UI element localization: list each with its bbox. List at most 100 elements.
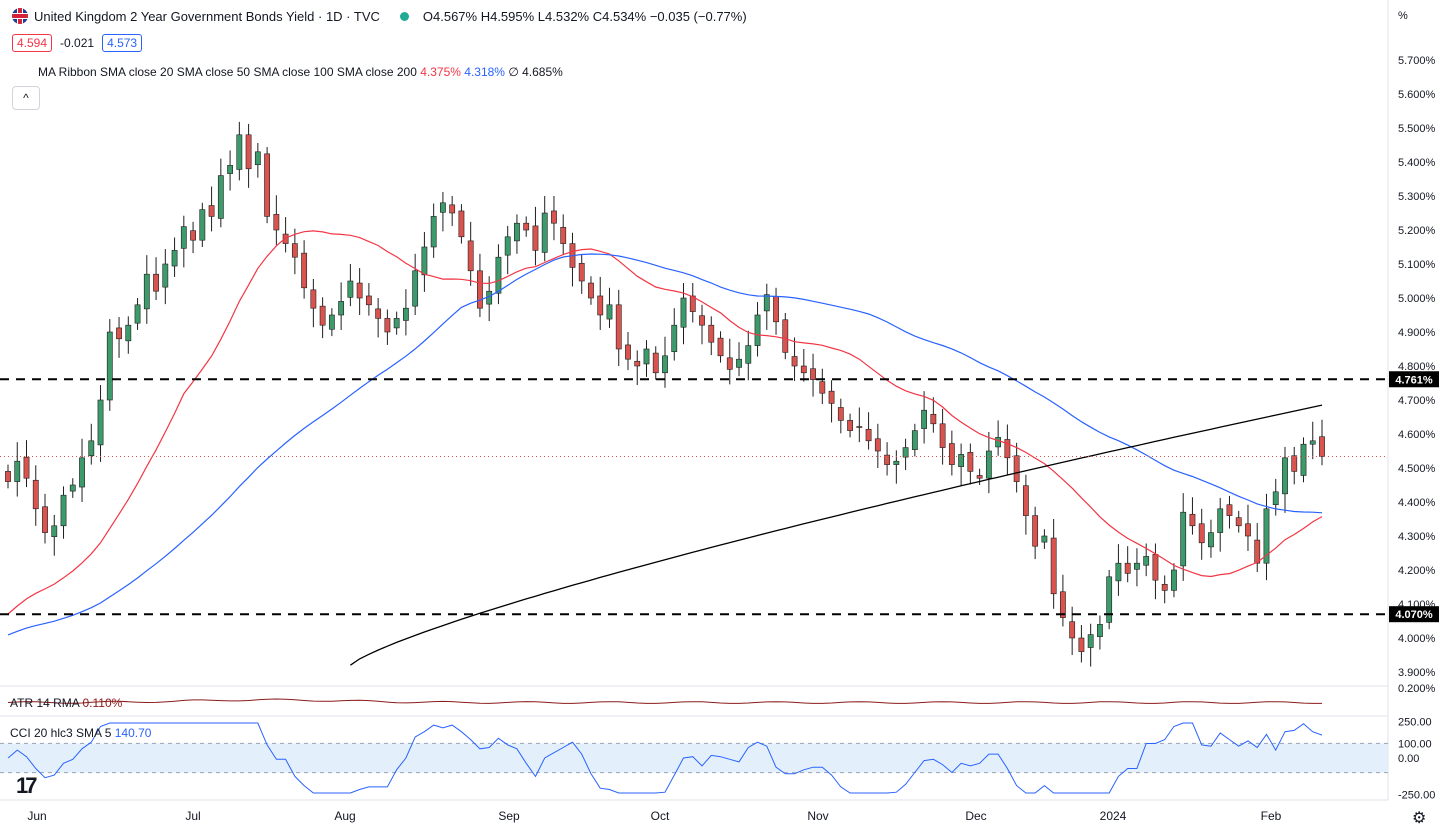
atr-value: 0.110% — [82, 696, 123, 710]
candle — [1087, 634, 1094, 648]
candle — [134, 304, 141, 324]
candle — [1319, 436, 1325, 457]
candle — [1282, 457, 1288, 495]
candle — [375, 308, 382, 319]
candle — [5, 471, 11, 482]
candle — [1032, 515, 1039, 547]
y-tick-label: 4.800% — [1398, 361, 1436, 373]
candle — [689, 295, 696, 312]
cci-legend[interactable]: CCI 20 hlc3 SMA 5 140.70 — [10, 726, 151, 740]
candle — [143, 273, 150, 310]
atr-line — [7, 698, 1322, 704]
gear-icon[interactable]: ⚙ — [1412, 810, 1427, 827]
candle — [199, 209, 206, 241]
candle — [1060, 591, 1066, 618]
candle — [449, 204, 456, 214]
candle — [458, 210, 465, 238]
bid-box[interactable]: 4.594 — [12, 34, 53, 52]
candle — [874, 438, 881, 452]
cci-tick: 250.00 — [1398, 717, 1432, 729]
axis-unit-label: % — [1398, 10, 1408, 22]
y-tick-label: 5.600% — [1398, 89, 1436, 101]
candle — [911, 430, 918, 450]
candle — [208, 205, 215, 217]
candle — [1143, 556, 1150, 566]
cci-tick: -250.00 — [1398, 790, 1435, 802]
candle — [1171, 569, 1177, 591]
candle — [1263, 508, 1270, 564]
candle — [763, 294, 770, 312]
candle — [1180, 511, 1187, 567]
candle — [282, 233, 289, 244]
ma-ribbon-legend[interactable]: MA Ribbon SMA close 20 SMA close 50 SMA … — [38, 65, 563, 79]
candle — [1069, 621, 1076, 639]
candle — [477, 270, 483, 309]
candle — [921, 409, 927, 429]
atr-label: ATR 14 RMA — [10, 696, 80, 710]
candle — [745, 345, 752, 364]
spread-value: -0.021 — [60, 36, 95, 50]
atr-tick: 0.200% — [1398, 683, 1436, 695]
candle — [1272, 491, 1279, 506]
candle — [837, 407, 844, 421]
candle — [606, 304, 613, 320]
candle — [1300, 443, 1307, 476]
candle — [1134, 562, 1140, 570]
candle — [153, 273, 159, 292]
candle — [301, 252, 308, 289]
candle — [1309, 440, 1316, 445]
candle — [902, 447, 909, 458]
candle — [328, 314, 335, 330]
candle — [310, 289, 317, 309]
y-tick-label: 5.500% — [1398, 123, 1436, 135]
candle — [32, 479, 39, 510]
atr-legend[interactable]: ATR 14 RMA 0.110% — [10, 696, 122, 710]
level-tag — [1389, 606, 1439, 623]
candle — [430, 216, 437, 248]
candle — [116, 327, 122, 340]
candle — [227, 165, 233, 174]
y-tick-label: 5.000% — [1398, 293, 1436, 305]
x-tick-label: Dec — [965, 809, 986, 823]
candle — [254, 151, 261, 166]
candle — [1041, 535, 1048, 543]
candle — [1226, 504, 1233, 516]
y-tick-label: 4.200% — [1398, 565, 1436, 577]
candle — [338, 301, 345, 316]
candle — [162, 263, 169, 288]
candle — [541, 212, 548, 253]
candle — [393, 318, 400, 329]
candle — [773, 296, 779, 323]
candle — [1254, 539, 1261, 564]
candle — [88, 440, 95, 457]
candle — [14, 460, 21, 482]
candle — [810, 368, 816, 380]
instrument-title[interactable]: United Kingdom 2 Year Government Bonds Y… — [34, 8, 380, 24]
candle — [800, 365, 807, 374]
x-tick-label: 2024 — [1100, 809, 1127, 823]
candle — [893, 460, 900, 465]
ask-box[interactable]: 4.573 — [102, 34, 143, 52]
cci-label: CCI 20 hlc3 SMA 5 — [10, 726, 112, 740]
chart-legend: United Kingdom 2 Year Government Bonds Y… — [12, 8, 747, 24]
ma-ribbon-value-3: ∅ — [508, 65, 519, 79]
candle — [217, 175, 224, 219]
collapse-legend-button[interactable]: ^ — [12, 86, 40, 110]
y-tick-label: 5.300% — [1398, 191, 1436, 203]
candle — [467, 240, 474, 272]
candle — [680, 297, 687, 328]
y-tick-label: 4.300% — [1398, 531, 1436, 543]
ma-ribbon-label: MA Ribbon SMA close 20 SMA close 50 SMA … — [38, 65, 417, 79]
candle — [514, 222, 520, 242]
y-tick-label: 4.700% — [1398, 395, 1436, 407]
y-tick-label: 4.400% — [1398, 497, 1436, 509]
candle — [1208, 532, 1214, 548]
tradingview-logo-icon[interactable]: 17 — [16, 773, 38, 798]
candle — [97, 399, 104, 446]
candle — [1115, 562, 1122, 582]
candle — [976, 475, 983, 479]
candle — [930, 413, 937, 425]
candle — [106, 331, 113, 401]
candle — [699, 315, 705, 326]
